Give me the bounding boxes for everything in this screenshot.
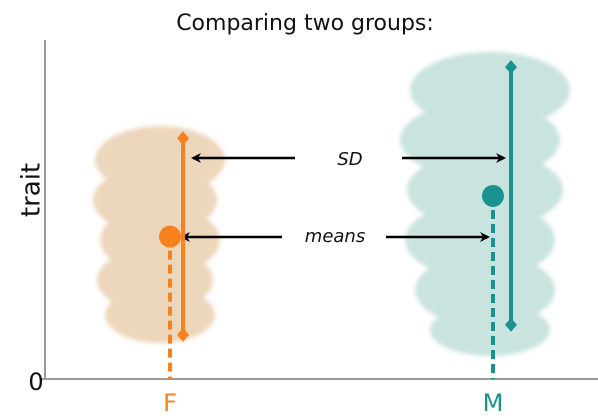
m-silhouettes (400, 52, 570, 356)
mean-point (159, 226, 181, 248)
x-tick-label: M (483, 389, 504, 417)
annotation-means: means (305, 226, 365, 247)
x-tick-label: F (163, 389, 177, 417)
mean-point (482, 185, 504, 207)
annotation-sd: SD (337, 149, 362, 170)
chart-title: Comparing two groups: (176, 11, 434, 36)
chart: Comparing two groups: trait SD means 0 F M (0, 0, 598, 419)
y-tick-label: 0 (28, 368, 43, 396)
y-axis-label: trait (17, 163, 47, 217)
